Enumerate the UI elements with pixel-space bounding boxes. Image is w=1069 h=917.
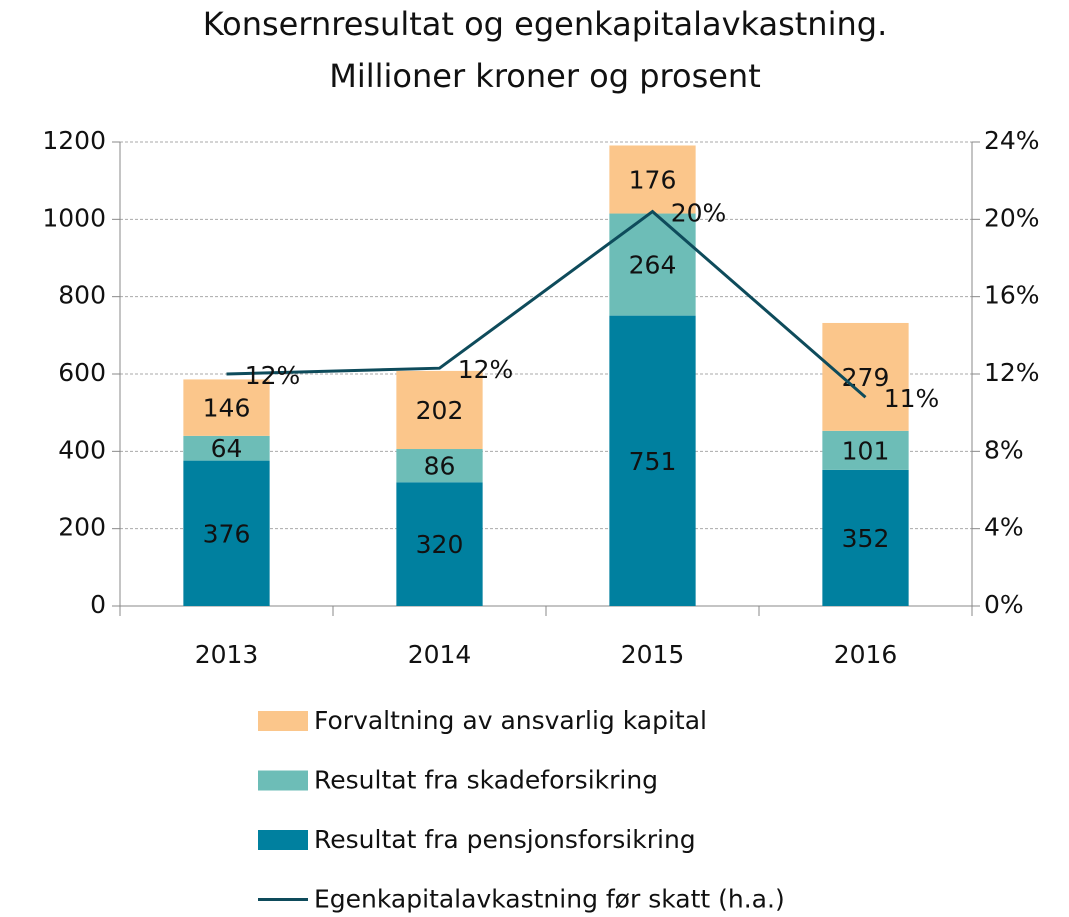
data-label: 352 bbox=[842, 524, 890, 553]
y2-tick-label: 16% bbox=[984, 281, 1040, 310]
data-label: 279 bbox=[842, 363, 890, 392]
y-tick-label: 600 bbox=[58, 358, 106, 387]
data-label: 751 bbox=[629, 447, 677, 476]
bar-segment bbox=[183, 379, 270, 436]
y-tick-label: 1000 bbox=[42, 203, 106, 232]
line-label: 20% bbox=[671, 199, 727, 228]
bar-segment bbox=[396, 370, 483, 450]
y-tick-label: 0 bbox=[90, 590, 106, 619]
data-label: 202 bbox=[416, 396, 464, 425]
legend-swatch bbox=[258, 830, 308, 850]
data-label: 320 bbox=[416, 530, 464, 559]
bar-segment bbox=[822, 469, 909, 606]
y2-tick-label: 0% bbox=[984, 590, 1024, 619]
bar-segment bbox=[609, 145, 696, 214]
bar-segment bbox=[396, 482, 483, 606]
y2-tick-label: 4% bbox=[984, 513, 1024, 542]
data-label: 86 bbox=[424, 452, 456, 481]
line-label: 11% bbox=[884, 384, 940, 413]
y-tick-label: 400 bbox=[58, 435, 106, 464]
y-tick-label: 1200 bbox=[42, 126, 106, 155]
bar-segment bbox=[822, 430, 909, 470]
bar-segment bbox=[396, 449, 483, 483]
data-label: 146 bbox=[203, 394, 251, 423]
y-tick-label: 200 bbox=[58, 513, 106, 542]
line bbox=[226, 209, 867, 399]
bar-segment bbox=[183, 435, 270, 461]
chart-title: Millioner kroner og prosent bbox=[329, 57, 761, 95]
line-label: 12% bbox=[245, 361, 301, 390]
legend-swatch bbox=[258, 770, 308, 791]
legend-label: Egenkapitalavkastning før skatt (h.a.) bbox=[314, 885, 785, 914]
chart-title: Konsernresultat og egenkapitalavkastning… bbox=[203, 5, 887, 43]
x-tick-label: 2016 bbox=[834, 640, 898, 669]
bar-segment bbox=[183, 460, 270, 606]
bar-segment bbox=[609, 315, 696, 606]
y2-tick-label: 12% bbox=[984, 358, 1040, 387]
legend-swatch bbox=[258, 711, 308, 731]
data-label: 101 bbox=[842, 436, 890, 465]
x-tick-label: 2013 bbox=[195, 640, 259, 669]
bar-segment bbox=[609, 213, 696, 316]
legend-label: Resultat fra pensjonsforsikring bbox=[314, 825, 696, 854]
legend-label: Resultat fra skadeforsikring bbox=[314, 766, 658, 795]
y2-tick-label: 20% bbox=[984, 203, 1040, 232]
y-tick-label: 800 bbox=[58, 281, 106, 310]
data-label: 176 bbox=[629, 166, 677, 195]
data-label: 376 bbox=[203, 519, 251, 548]
x-tick-label: 2015 bbox=[621, 640, 685, 669]
y2-tick-label: 8% bbox=[984, 435, 1024, 464]
bar-segment bbox=[822, 322, 909, 431]
legend-label: Forvaltning av ansvarlig kapital bbox=[314, 706, 707, 735]
y2-tick-label: 24% bbox=[984, 126, 1040, 155]
data-label: 64 bbox=[211, 434, 243, 463]
x-tick-label: 2014 bbox=[408, 640, 472, 669]
line-label: 12% bbox=[458, 355, 514, 384]
data-label: 264 bbox=[629, 251, 677, 280]
